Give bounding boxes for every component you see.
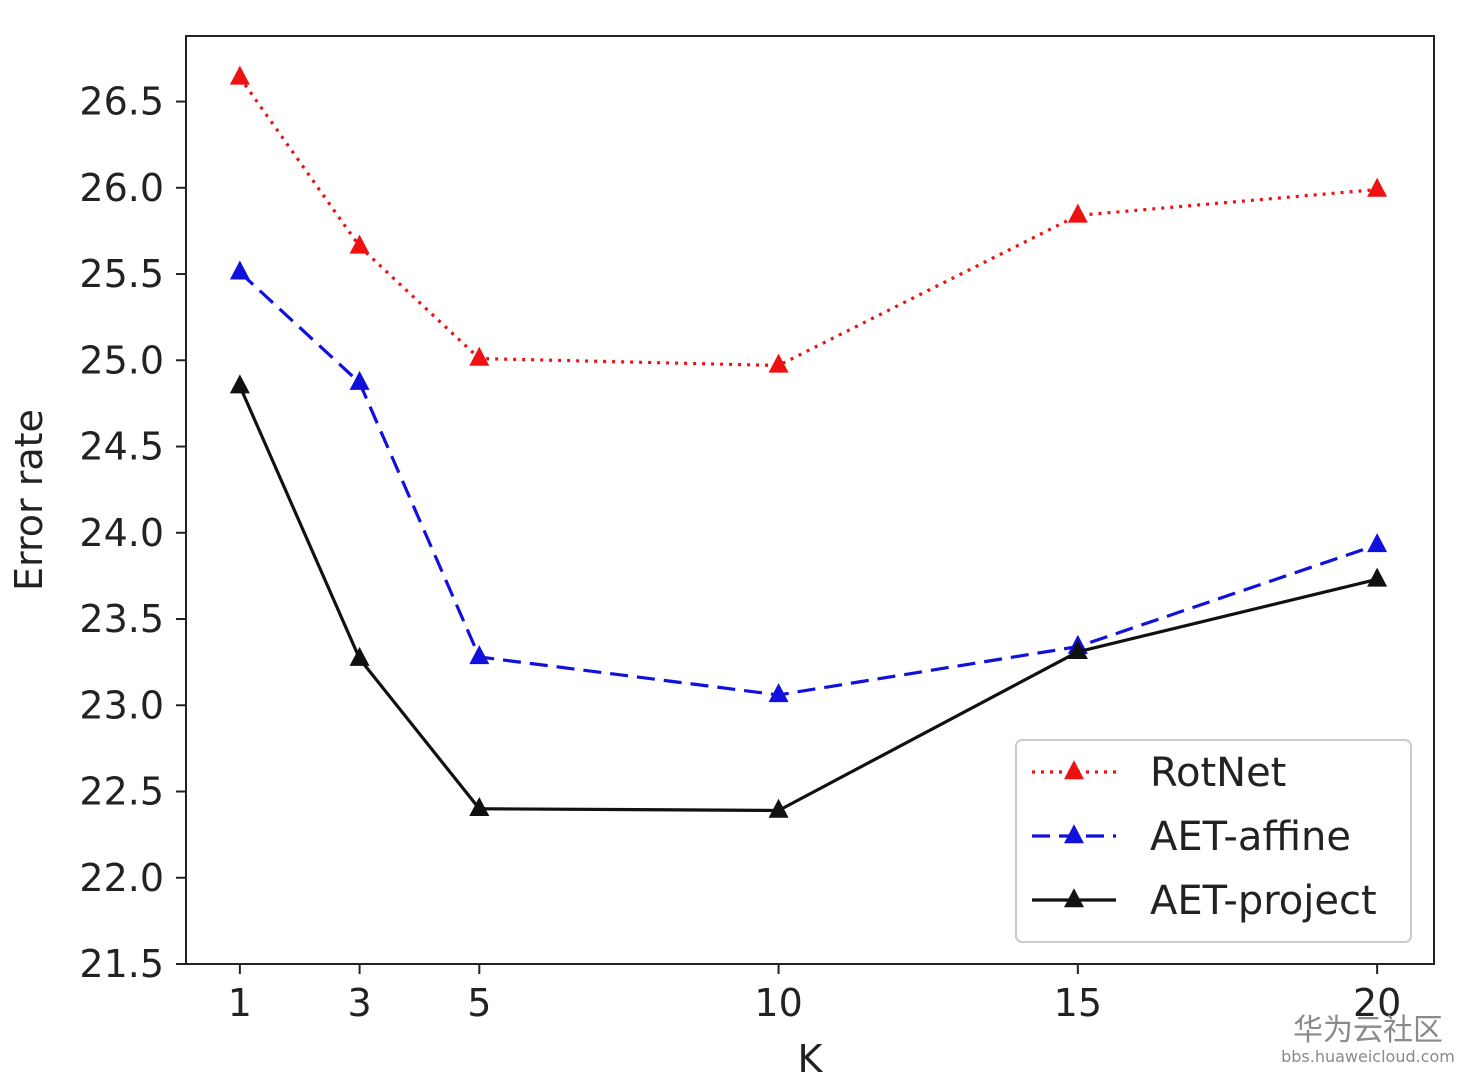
series-layer <box>229 65 1388 818</box>
legend-item: RotNet <box>1032 750 1286 796</box>
data-point-marker <box>229 65 250 85</box>
y-tick-label: 25.0 <box>79 338 164 382</box>
y-tick-label: 22.0 <box>79 856 164 900</box>
data-point-marker <box>349 370 370 390</box>
data-point-marker <box>469 645 490 665</box>
data-point-marker <box>768 798 789 818</box>
y-tick-label: 22.5 <box>79 770 164 814</box>
legend-label: AET-affine <box>1150 814 1351 860</box>
y-axis-title: Error rate <box>7 409 51 591</box>
data-point-marker <box>1367 177 1388 197</box>
y-axis: 21.5 22.0 22.5 23.0 23.5 24.0 24.5 25.0 25.5 26.0… <box>79 80 186 986</box>
plot-frame <box>185 35 1435 965</box>
x-axis-title: K <box>798 1037 824 1081</box>
legend-marker <box>1064 760 1084 780</box>
watermark-text: 华为云社区 <box>1293 1013 1443 1048</box>
y-tick-label: 23.0 <box>79 683 164 727</box>
series-aet-affine <box>229 260 1388 703</box>
y-tick-label: 24.5 <box>79 425 164 469</box>
legend: RotNet AET-affine AET-project <box>1015 739 1412 943</box>
legend-label: RotNet <box>1150 750 1286 796</box>
series-line <box>238 385 1378 813</box>
data-point-marker <box>349 234 370 254</box>
legend-item: AET-affine <box>1032 814 1351 860</box>
x-tick-label: 3 <box>347 981 371 1025</box>
y-tick-label: 24.0 <box>79 511 164 555</box>
data-point-marker <box>1067 203 1088 223</box>
y-tick-label: 26.0 <box>79 166 164 210</box>
legend-marker <box>1064 824 1084 844</box>
x-tick-label: 15 <box>1054 981 1102 1025</box>
x-tick-label: 10 <box>754 981 802 1025</box>
watermark: 华为云社区 bbs.huaweicloud.com <box>1281 1013 1455 1066</box>
data-point-marker <box>229 374 250 394</box>
series-line <box>238 271 1378 697</box>
x-axis: 1 3 5 10 15 20 <box>228 964 1401 1025</box>
legend-marker <box>1064 888 1084 908</box>
x-tick-label: 1 <box>228 981 252 1025</box>
data-point-marker <box>1367 533 1388 553</box>
x-tick-label: 5 <box>467 981 491 1025</box>
x-tick-label: 20 <box>1353 981 1401 1025</box>
legend-items: RotNet AET-affine AET-project <box>1032 750 1377 924</box>
watermark-url: bbs.huaweicloud.com <box>1281 1047 1455 1066</box>
data-point-marker <box>1367 567 1388 587</box>
data-point-marker <box>1067 640 1088 660</box>
y-tick-label: 26.5 <box>79 80 164 124</box>
legend-box <box>1015 739 1412 943</box>
data-point-marker <box>768 683 789 703</box>
data-point-marker <box>768 353 789 373</box>
series-rotnet <box>229 65 1388 373</box>
y-tick-label: 21.5 <box>79 942 164 986</box>
series-aet-project <box>229 374 1388 818</box>
legend-item: AET-project <box>1032 878 1377 924</box>
series-line <box>238 76 1378 368</box>
legend-label: AET-project <box>1150 878 1377 924</box>
data-point-marker <box>349 646 370 666</box>
data-point-marker <box>469 346 490 366</box>
y-tick-label: 23.5 <box>79 597 164 641</box>
data-point-marker <box>229 260 250 280</box>
data-point-marker <box>469 796 490 816</box>
y-tick-label: 25.5 <box>79 252 164 296</box>
